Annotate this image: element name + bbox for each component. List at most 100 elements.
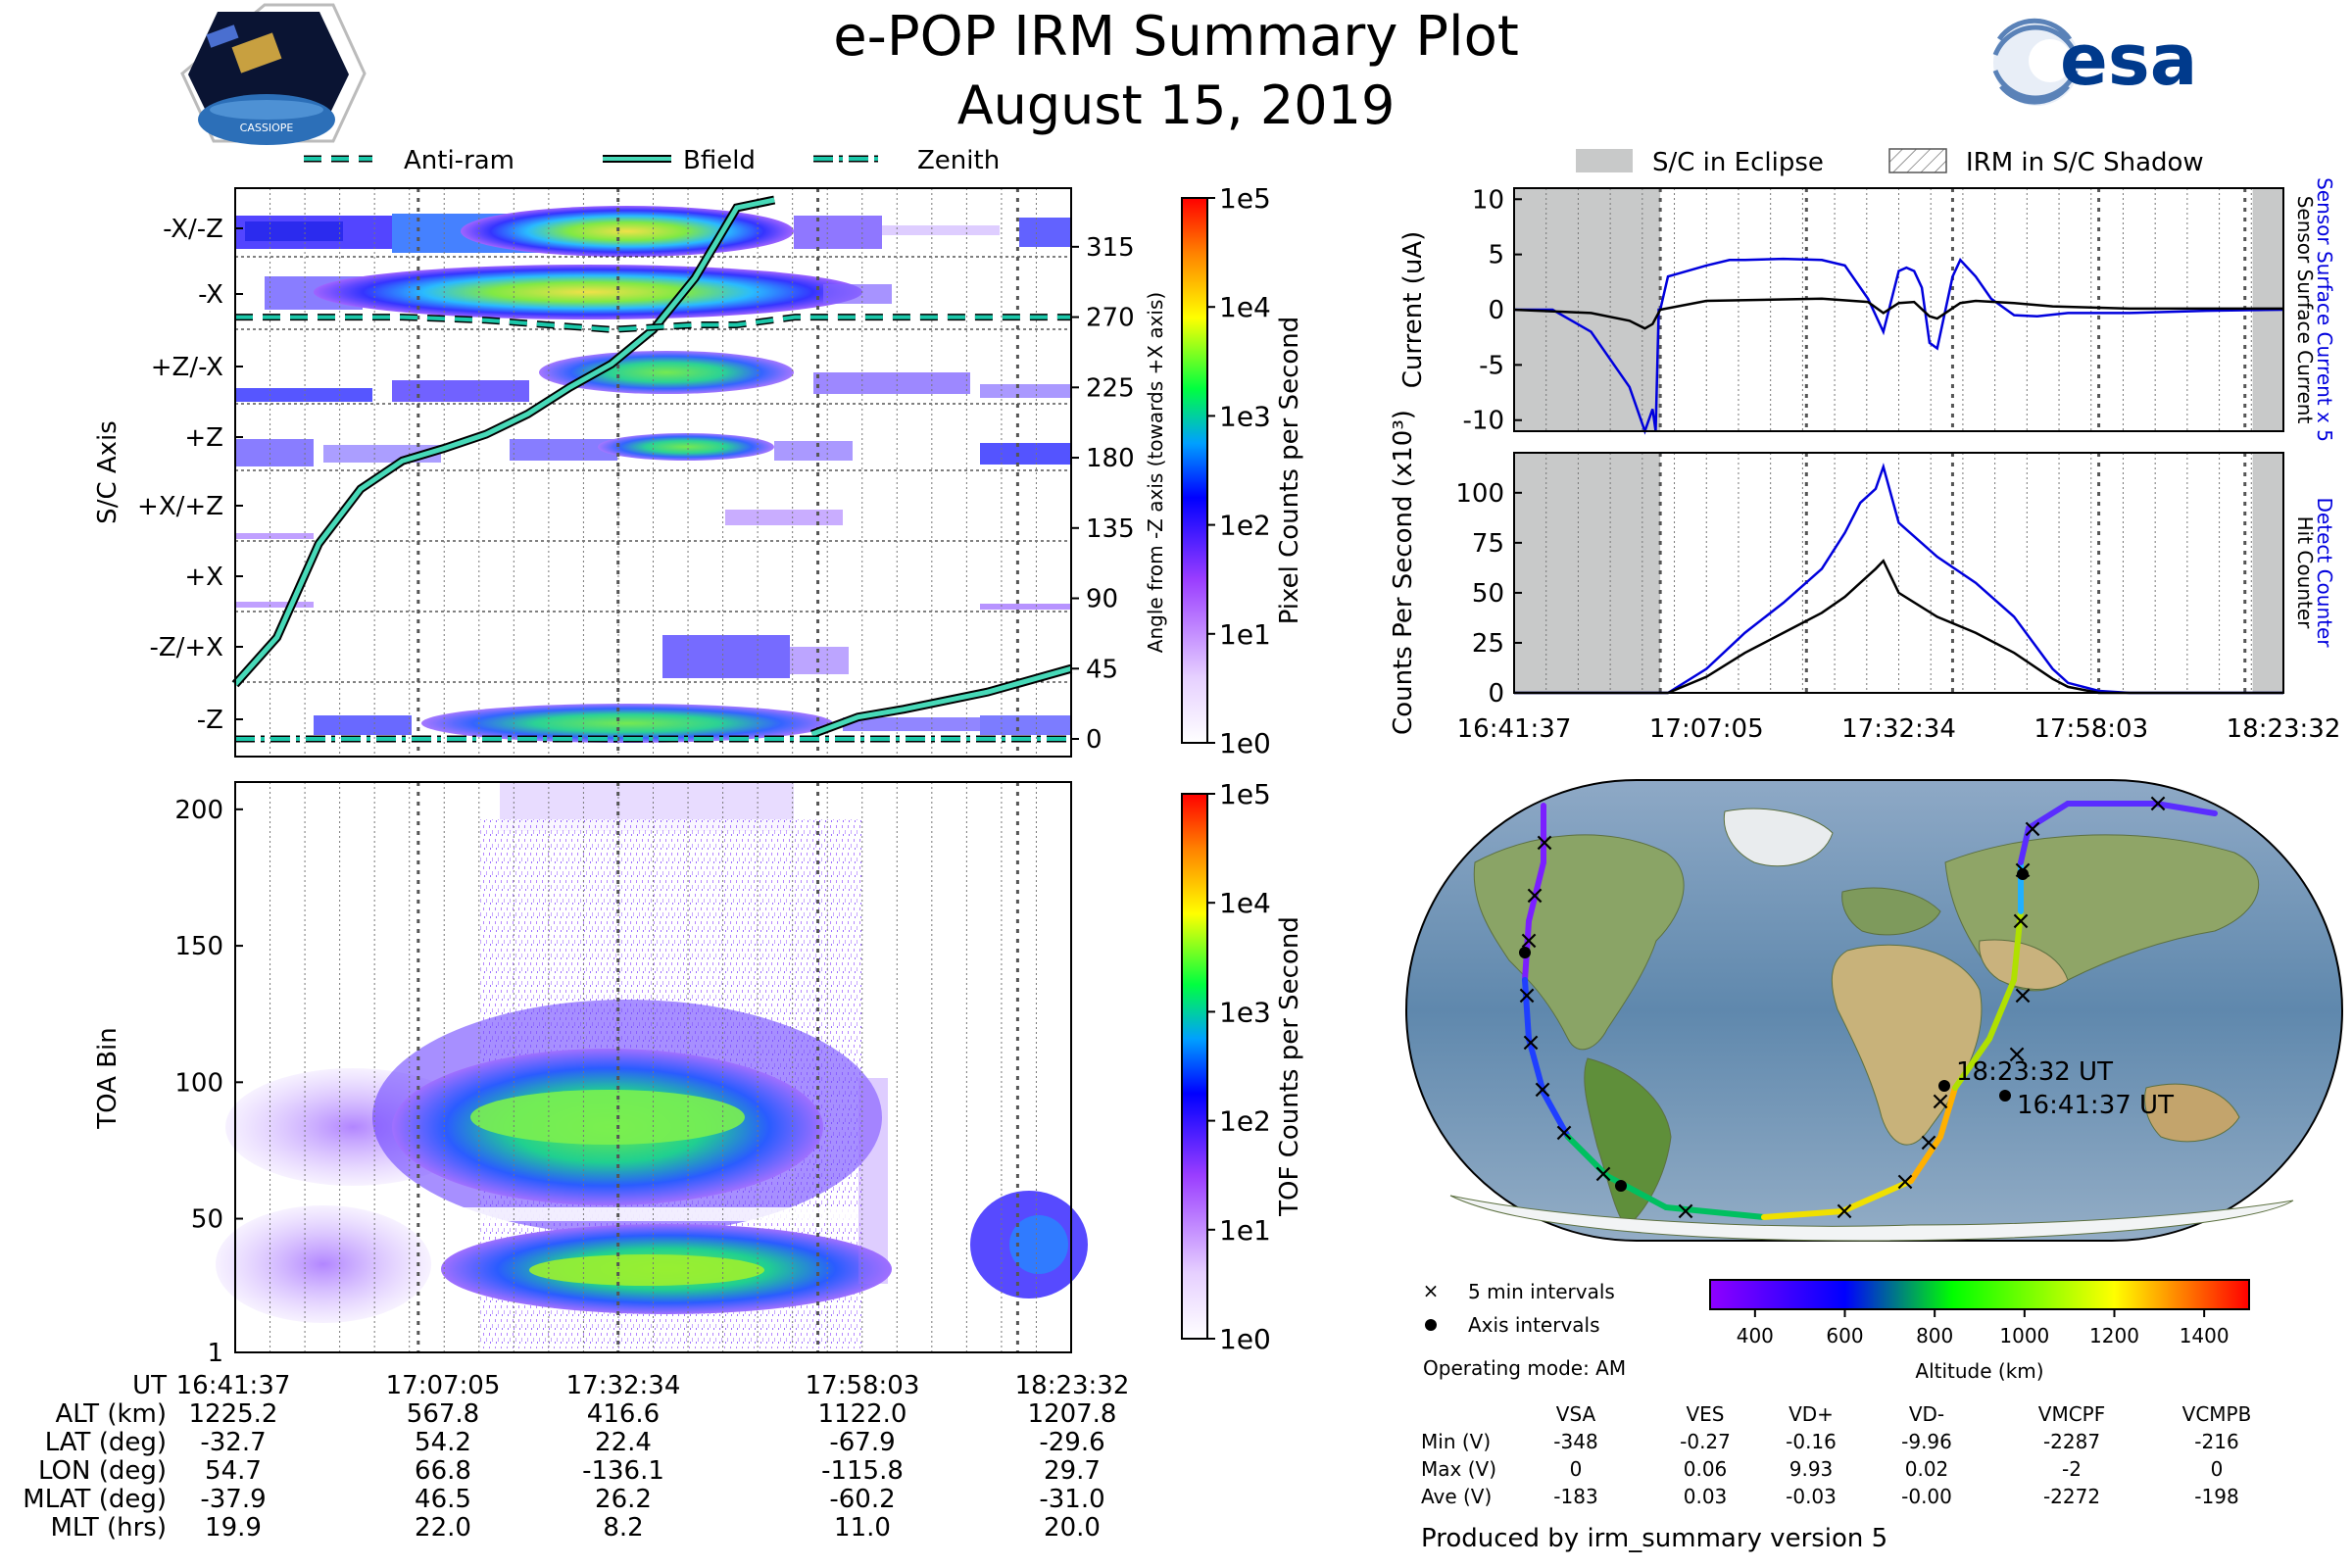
cassiope-logo: CASSIOPE bbox=[180, 3, 367, 145]
voltage-cell: -2272 bbox=[2043, 1485, 2100, 1508]
axis-category-label: -X/-Z bbox=[163, 215, 223, 244]
angle-tick-label: 0 bbox=[1086, 725, 1102, 755]
eclipse-legend-label: S/C in Eclipse bbox=[1652, 148, 1824, 177]
anti-ram-line bbox=[235, 315, 1071, 332]
toa-tick-label: 200 bbox=[174, 796, 223, 825]
angle-tick-label: 135 bbox=[1086, 514, 1135, 544]
table-cell: 54.7 bbox=[205, 1456, 262, 1486]
orbit-track-segment bbox=[1839, 1178, 1914, 1214]
orbit-track-segment bbox=[1565, 1134, 1610, 1179]
table-cell: 26.2 bbox=[595, 1485, 652, 1514]
five-min-marker: × bbox=[1675, 1197, 1696, 1226]
axis-interval-markers bbox=[1519, 868, 2029, 1192]
axis-interval-marker bbox=[1519, 947, 1531, 958]
toa-tick-label: 50 bbox=[191, 1205, 223, 1235]
toa-tick-label: 150 bbox=[174, 932, 223, 961]
colorbar-tick-label: 1e4 bbox=[1219, 887, 1271, 919]
five-min-marker: × bbox=[2012, 981, 2034, 1010]
altitude-ticks: 400 600 800 1000 1200 1400 bbox=[1737, 1309, 2230, 1348]
toa-spectrogram-image bbox=[216, 782, 1088, 1348]
orbit-track-segment bbox=[2153, 801, 2218, 816]
axis-category-label: -Z/+X bbox=[149, 633, 223, 662]
axis-category-label: +Z/-X bbox=[151, 353, 223, 382]
five-min-marker: × bbox=[1520, 1028, 1542, 1057]
ephemeris-table: UT 16:41:37 17:07:05 17:32:34 17:58:03 18:23:… bbox=[23, 1371, 1129, 1543]
time-tick-label: 17:58:03 bbox=[2034, 714, 2148, 744]
voltage-row-label: Ave (V) bbox=[1421, 1485, 1492, 1508]
altitude-colorbar: 400 600 800 1000 1200 1400 Altitude (km) bbox=[1709, 1279, 2250, 1383]
five-min-marker: × bbox=[1918, 1128, 1939, 1157]
voltage-cell: 0.06 bbox=[1684, 1457, 1728, 1481]
colorbar-tick-label: 1e0 bbox=[1219, 1323, 1271, 1355]
colorbar-tick-label: 1e4 bbox=[1219, 291, 1271, 323]
voltage-cell: -348 bbox=[1553, 1430, 1597, 1453]
table-cell: 22.4 bbox=[595, 1428, 652, 1457]
toa-time-gridlines bbox=[234, 782, 1037, 1352]
orbit-track bbox=[1522, 801, 2218, 1220]
toa-tick-label: 1 bbox=[207, 1339, 223, 1368]
y-tick-label: 0 bbox=[1488, 296, 1504, 325]
altitude-tick-label: 1400 bbox=[2180, 1324, 2230, 1348]
table-cell: 567.8 bbox=[407, 1399, 479, 1429]
angle-axis-label: Angle from -Z axis (towards +X axis) bbox=[1144, 292, 1167, 653]
y-tick-label: 25 bbox=[1472, 629, 1504, 659]
voltage-header: VD- bbox=[1909, 1402, 1944, 1426]
axis-category-ticks: -X/-Z -X +Z/-X +Z +X/+Z +X -Z/+X -Z bbox=[137, 215, 243, 735]
colorbar-tick-label: 1e5 bbox=[1219, 182, 1271, 215]
altitude-tick-label: 400 bbox=[1737, 1324, 1774, 1348]
axis-category-label: +X/+Z bbox=[137, 492, 223, 521]
colorbar-tick-label: 1e0 bbox=[1219, 727, 1271, 760]
table-row-label: MLAT (deg) bbox=[23, 1485, 167, 1514]
table-cell: 17:58:03 bbox=[806, 1371, 920, 1400]
table-cell: -60.2 bbox=[829, 1485, 895, 1514]
y-tick-label: 75 bbox=[1472, 529, 1504, 559]
eclipse-shade bbox=[1514, 453, 1661, 693]
table-cell: 22.0 bbox=[415, 1513, 471, 1543]
table-cell: 416.6 bbox=[587, 1399, 660, 1429]
axis-ylabel: S/C Axis bbox=[93, 420, 122, 524]
bfield-legend-label: Bfield bbox=[683, 146, 756, 175]
table-cell: 11.0 bbox=[834, 1513, 891, 1543]
colorbar-tick-label: 1e5 bbox=[1219, 778, 1271, 810]
five-min-marker: × bbox=[1534, 828, 1555, 858]
table-row-label: ALT (km) bbox=[55, 1399, 167, 1429]
table-cell: -136.1 bbox=[582, 1456, 664, 1486]
orbit-track-segment bbox=[1526, 1036, 1546, 1096]
voltage-cell: -0.00 bbox=[1901, 1485, 1952, 1508]
orbit-track-segment bbox=[1541, 1090, 1571, 1140]
table-cell: -31.0 bbox=[1039, 1485, 1104, 1514]
colorbar-tick-label: 1e1 bbox=[1219, 1214, 1271, 1247]
five-min-marker: × bbox=[1524, 881, 1545, 910]
axis-category-label: -Z bbox=[197, 706, 223, 735]
y-tick-label: 0 bbox=[1488, 679, 1504, 709]
esa-wordmark: esa bbox=[2060, 19, 2197, 101]
pixel-colorbar-label: Pixel Counts per Second bbox=[1275, 317, 1304, 625]
counts-time-gridlines bbox=[1513, 453, 2252, 693]
voltage-cell: 0 bbox=[2211, 1457, 2224, 1481]
axis-category-label: +X bbox=[184, 563, 223, 592]
current-ylabel: Current (uA) bbox=[1398, 231, 1428, 388]
current-series bbox=[1513, 257, 2284, 435]
voltage-cell: 0.02 bbox=[1905, 1457, 1949, 1481]
orbit-track-segment bbox=[2018, 825, 2032, 865]
axis-spectrogram-panel: S/C Axis -X/-Z -X +Z/-X +Z +X/+Z +X -Z/+X -Z 31… bbox=[93, 187, 1167, 758]
blue-series-line bbox=[1514, 257, 2284, 435]
y-tick-label: 50 bbox=[1472, 579, 1504, 609]
time-tick-label: 18:23:32 bbox=[2227, 714, 2341, 744]
orbit-track-segment bbox=[1986, 977, 2017, 1042]
axis-interval-marker bbox=[1999, 1090, 2011, 1102]
five-min-marker: × bbox=[1834, 1197, 1855, 1226]
eclipse-shade bbox=[2252, 453, 2283, 693]
map-label-start: 16:41:37 UT bbox=[2017, 1091, 2174, 1120]
table-cell: 1207.8 bbox=[1028, 1399, 1117, 1429]
angle-tick-label: 180 bbox=[1086, 444, 1135, 473]
axis-category-label: +Z bbox=[184, 423, 223, 453]
voltage-cell: -0.16 bbox=[1786, 1430, 1837, 1453]
table-cell: 17:32:34 bbox=[566, 1371, 681, 1400]
pixel-colorbar-ticks: 1e5 1e4 1e3 1e2 1e1 1e0 bbox=[1207, 182, 1271, 760]
table-cell: -29.6 bbox=[1039, 1428, 1104, 1457]
colorbar-tick-label: 1e2 bbox=[1219, 510, 1271, 542]
toa-ylabel: TOA Bin bbox=[93, 1027, 122, 1129]
time-tick-label: 17:07:05 bbox=[1649, 714, 1764, 744]
table-cell: -32.7 bbox=[200, 1428, 266, 1457]
